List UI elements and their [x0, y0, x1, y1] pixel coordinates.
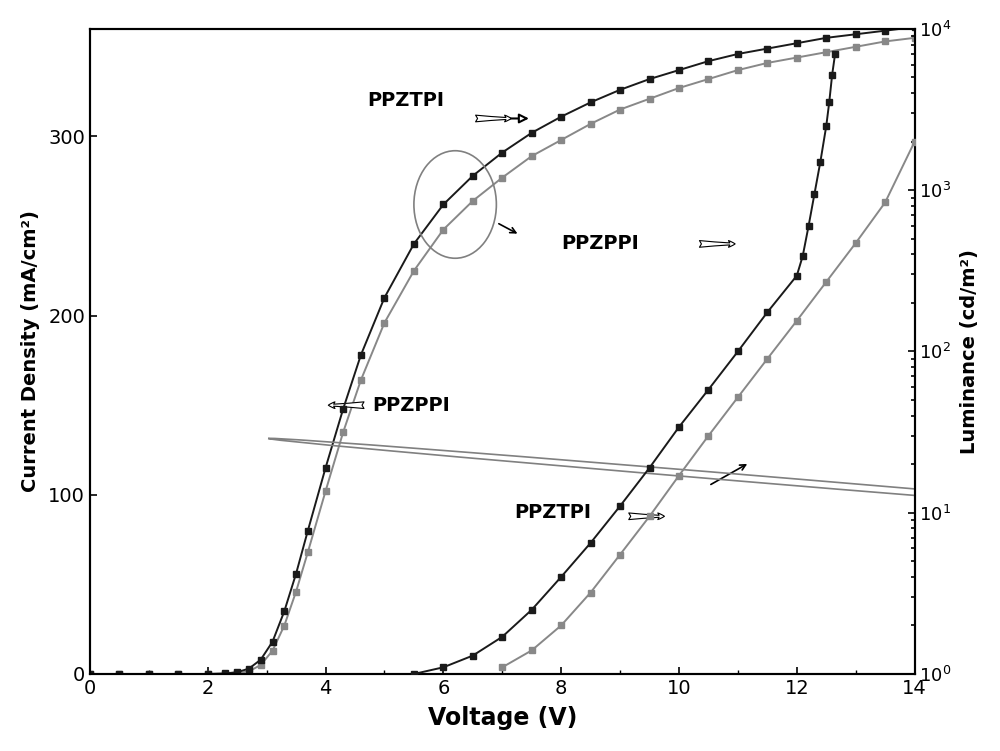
Y-axis label: Luminance (cd/m²): Luminance (cd/m²): [960, 249, 979, 454]
Y-axis label: Current Density (mA/cm²): Current Density (mA/cm²): [21, 210, 40, 493]
Text: PPZTPI: PPZTPI: [514, 503, 591, 522]
Text: PPZTPI: PPZTPI: [367, 91, 444, 110]
Text: PPZPPI: PPZPPI: [561, 234, 639, 253]
X-axis label: Voltage (V): Voltage (V): [428, 706, 577, 730]
Text: PPZPPI: PPZPPI: [373, 396, 450, 415]
